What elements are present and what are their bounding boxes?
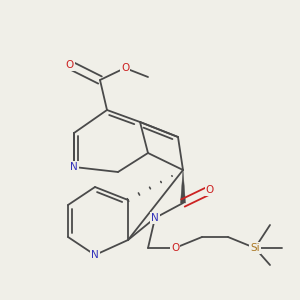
Text: N: N bbox=[91, 250, 99, 260]
Text: O: O bbox=[66, 60, 74, 70]
Text: Si: Si bbox=[250, 243, 260, 253]
Text: O: O bbox=[171, 243, 179, 253]
Polygon shape bbox=[181, 170, 185, 203]
Text: O: O bbox=[121, 63, 129, 73]
Text: O: O bbox=[206, 185, 214, 195]
Text: N: N bbox=[70, 162, 78, 172]
Text: N: N bbox=[151, 213, 159, 223]
